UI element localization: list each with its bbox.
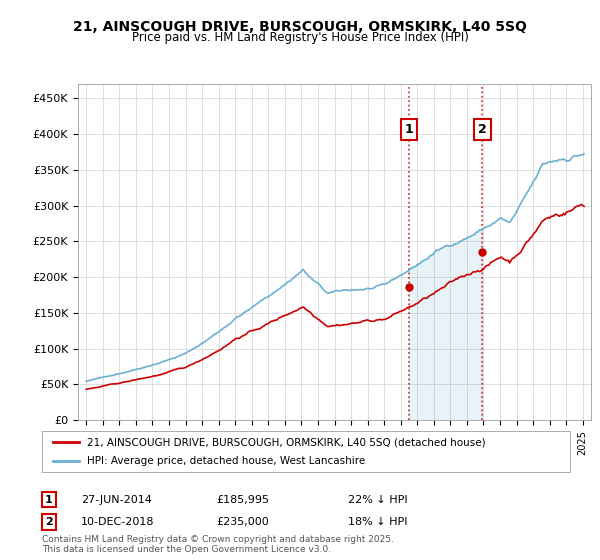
Text: 27-JUN-2014: 27-JUN-2014 xyxy=(81,494,152,505)
Text: 1: 1 xyxy=(45,494,53,505)
Point xyxy=(404,283,413,292)
Text: 2: 2 xyxy=(45,517,53,527)
Point xyxy=(478,248,487,256)
Text: 2: 2 xyxy=(478,123,487,136)
Text: 18% ↓ HPI: 18% ↓ HPI xyxy=(348,517,407,527)
Text: £235,000: £235,000 xyxy=(216,517,269,527)
Text: 21, AINSCOUGH DRIVE, BURSCOUGH, ORMSKIRK, L40 5SQ: 21, AINSCOUGH DRIVE, BURSCOUGH, ORMSKIRK… xyxy=(73,20,527,34)
Text: 10-DEC-2018: 10-DEC-2018 xyxy=(81,517,155,527)
Text: Price paid vs. HM Land Registry's House Price Index (HPI): Price paid vs. HM Land Registry's House … xyxy=(131,31,469,44)
Text: HPI: Average price, detached house, West Lancashire: HPI: Average price, detached house, West… xyxy=(87,456,365,466)
Text: £185,995: £185,995 xyxy=(216,494,269,505)
Text: 21, AINSCOUGH DRIVE, BURSCOUGH, ORMSKIRK, L40 5SQ (detached house): 21, AINSCOUGH DRIVE, BURSCOUGH, ORMSKIRK… xyxy=(87,437,485,447)
Text: 22% ↓ HPI: 22% ↓ HPI xyxy=(348,494,407,505)
Text: 1: 1 xyxy=(404,123,413,136)
Text: Contains HM Land Registry data © Crown copyright and database right 2025.
This d: Contains HM Land Registry data © Crown c… xyxy=(42,535,394,554)
